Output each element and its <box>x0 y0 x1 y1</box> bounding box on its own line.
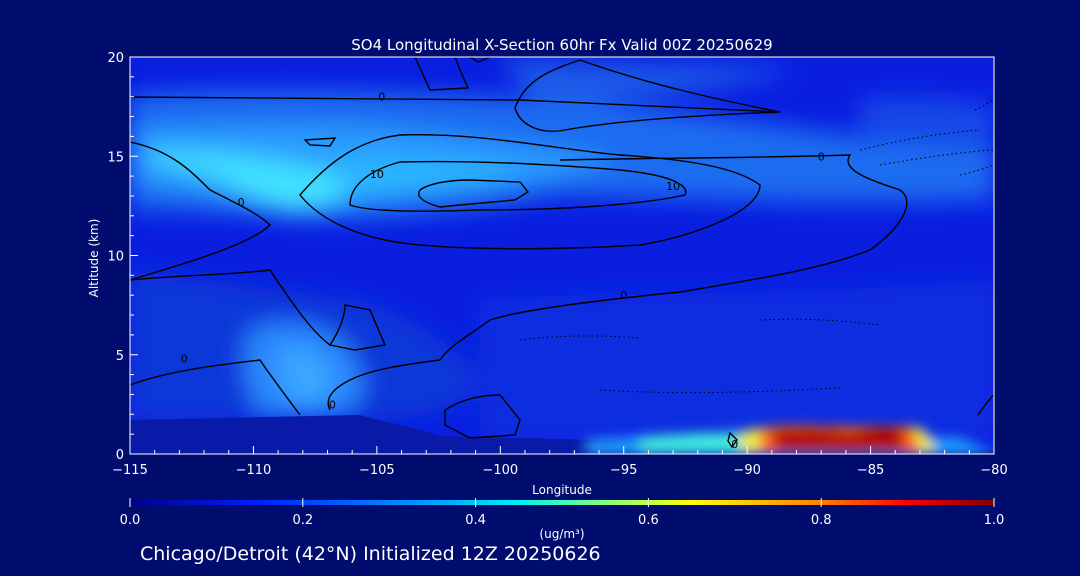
contour-label: 0 <box>731 438 738 451</box>
x-tick-label: −115 <box>112 463 148 478</box>
contour-line <box>303 137 337 147</box>
y-tick-label: 20 <box>107 51 124 66</box>
surface-plume-mid <box>640 432 750 452</box>
colorbar-tick-label: 0.4 <box>465 513 486 528</box>
x-tick-label: −90 <box>733 463 760 478</box>
contour-lines <box>130 57 994 449</box>
y-tick-label: 10 <box>107 250 124 265</box>
contour-line <box>130 269 331 346</box>
colorbar-tick-label: 1.0 <box>984 513 1005 528</box>
colorbar-tick-label: 0.6 <box>638 513 659 528</box>
contour-label: 0 <box>818 150 825 163</box>
x-tick-label: −110 <box>236 463 272 478</box>
contour-line <box>879 149 994 166</box>
contour-label: 10 <box>666 180 680 193</box>
plot-area: 0 0 0 10 10 0 0 0 0 <box>130 57 994 454</box>
y-axis-label: Altitude (km) <box>87 219 101 298</box>
contour-line <box>444 394 521 439</box>
contour-line <box>959 164 994 176</box>
x-axis-label: Longitude <box>532 483 592 497</box>
contour-line <box>349 160 687 212</box>
colorbar: 0.0 0.2 0.4 0.6 0.8 1.0 (ug/m³) <box>120 498 1005 541</box>
upper-band-core <box>150 150 349 211</box>
contour-line <box>977 394 994 416</box>
top-band-right <box>860 97 994 150</box>
contour-line <box>418 179 530 208</box>
y-tick-label: 5 <box>116 349 124 364</box>
chart-title: SO4 Longitudinal X-Section 60hr Fx Valid… <box>351 36 772 54</box>
contour-label: 0 <box>238 196 245 209</box>
contour-line <box>514 59 781 132</box>
contour-label: 0 <box>378 91 385 104</box>
contour-line <box>327 154 908 411</box>
y-axis: 0 5 10 15 20 <box>107 51 138 463</box>
low-region-plume-core <box>278 348 331 405</box>
upper-band-core-2 <box>330 160 530 192</box>
y-tick-label: 15 <box>107 150 124 165</box>
contour-label: 0 <box>620 289 627 302</box>
y-tick-label: 0 <box>116 448 124 463</box>
colorbar-tick-label: 0.0 <box>120 513 141 528</box>
ground-strip <box>130 415 994 454</box>
contour-line <box>859 129 981 151</box>
x-tick-label: −105 <box>359 463 395 478</box>
x-tick-label: −95 <box>610 463 637 478</box>
contour-line <box>328 304 386 351</box>
contour-line <box>414 57 470 91</box>
colorbar-gradient <box>130 500 994 505</box>
surface-plume-core <box>773 427 904 452</box>
contour-line <box>130 96 781 113</box>
caption: Chicago/Detroit (42°N) Initialized 12Z 2… <box>140 543 601 565</box>
low-region-east <box>480 280 994 440</box>
x-axis: −115 −110 −105 −100 −95 −90 −85 −80 <box>112 446 1008 478</box>
contour-label: 0 <box>329 398 336 411</box>
contour-label: 0 <box>181 353 188 366</box>
x-tick-label: −100 <box>482 463 518 478</box>
colorbar-unit-label: (ug/m³) <box>539 527 584 541</box>
contour-labels: 0 0 0 10 10 0 0 0 0 <box>181 91 825 451</box>
x-tick-label: −80 <box>980 463 1007 478</box>
colorbar-tick-label: 0.8 <box>811 513 832 528</box>
colorbar-tick-label: 0.2 <box>292 513 313 528</box>
contour-line <box>130 141 271 281</box>
contour-label: 10 <box>370 168 384 181</box>
x-tick-label: −85 <box>857 463 884 478</box>
colorbar-ticks: 0.0 0.2 0.4 0.6 0.8 1.0 <box>120 498 1005 528</box>
contour-line <box>727 431 738 449</box>
contour-line <box>130 359 301 416</box>
contour-line <box>469 57 491 63</box>
contour-line <box>299 133 761 250</box>
dotted-contours <box>519 99 994 394</box>
